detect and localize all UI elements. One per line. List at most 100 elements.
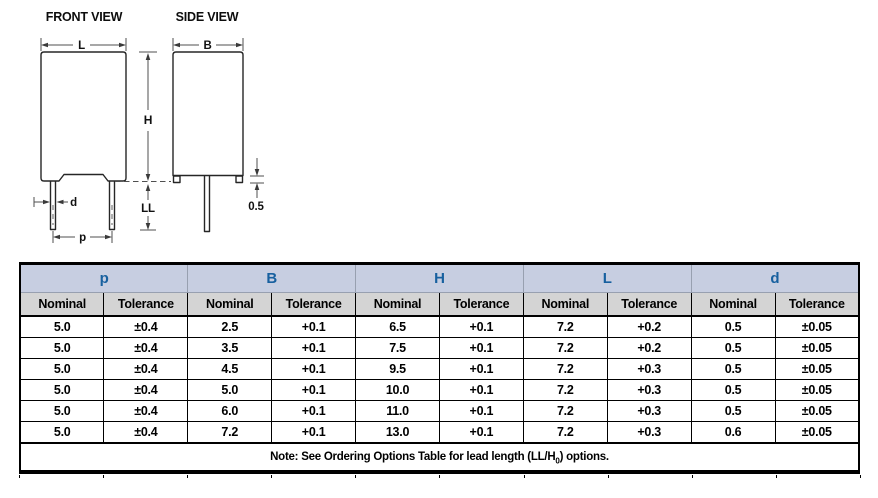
dim-label-lead-diameter: d [70, 197, 77, 209]
column-group-B: B [187, 263, 357, 293]
table-row: 5.0 ±0.4 6.0 +0.1 11.0 +0.1 7.2 +0.3 0.5… [19, 400, 860, 422]
side-view-title: SIDE VIEW [176, 10, 239, 24]
cell: 6.0 [187, 400, 273, 422]
dim-p-arrows [53, 234, 112, 240]
subheader-B-nominal: Nominal [187, 292, 273, 317]
cell: +0.1 [271, 358, 357, 380]
cell: 0.5 [690, 400, 776, 422]
cell: 5.0 [19, 379, 105, 401]
cell: ±0.4 [103, 400, 189, 422]
cell: 5.0 [19, 421, 105, 444]
front-lead-left [49, 181, 57, 231]
cell: +0.1 [438, 421, 524, 444]
side-view-body [172, 51, 244, 177]
cell: +0.1 [271, 421, 357, 444]
dim-standoff-lines [250, 158, 264, 198]
note-text-prefix: Note: See Ordering Options Table for lea… [270, 451, 556, 463]
dim-d-lines [33, 197, 68, 207]
cell: ±0.4 [103, 421, 189, 444]
cell: ±0.05 [774, 379, 860, 401]
front-view-title: FRONT VIEW [46, 10, 123, 24]
cell: ±0.4 [103, 337, 189, 359]
cell: +0.2 [606, 315, 692, 338]
cell: 6.5 [355, 315, 440, 338]
cell: ±0.4 [103, 379, 189, 401]
subheader-H-nominal: Nominal [355, 292, 440, 317]
dim-label-standoff: 0.5 [248, 201, 264, 213]
subheader-B-tolerance: Tolerance [271, 292, 357, 317]
subheader-L-tolerance: Tolerance [606, 292, 692, 317]
cell: 7.2 [522, 315, 608, 338]
cell: +0.2 [606, 337, 692, 359]
cell: +0.3 [606, 358, 692, 380]
cell: 5.0 [19, 337, 105, 359]
dim-label-pitch: p [79, 232, 86, 244]
subheader-L-nominal: Nominal [522, 292, 608, 317]
dim-B-lines [172, 38, 244, 51]
table-bottom-ticks [19, 475, 861, 478]
table-row: 5.0 ±0.4 4.5 +0.1 9.5 +0.1 7.2 +0.3 0.5 … [19, 358, 860, 380]
dim-d-arrows [43, 199, 64, 205]
side-foot-right [235, 175, 244, 184]
cell: +0.1 [438, 337, 524, 359]
dim-label-body-width: B [203, 40, 211, 52]
cell: 7.2 [522, 400, 608, 422]
cell: 7.2 [522, 337, 608, 359]
cell: ±0.05 [774, 400, 860, 422]
cell: 7.2 [522, 379, 608, 401]
cell: 0.5 [690, 358, 776, 380]
cell: 7.2 [522, 421, 608, 444]
subheader-d-nominal: Nominal [690, 292, 776, 317]
column-group-L: L [522, 263, 692, 293]
table-row: 5.0 ±0.4 2.5 +0.1 6.5 +0.1 7.2 +0.2 0.5 … [19, 315, 860, 338]
dimensions-table: p B H L d Nominal Tolerance Nominal Tole… [19, 262, 860, 474]
cell: +0.1 [438, 400, 524, 422]
subheader-p-tolerance: Tolerance [103, 292, 189, 317]
dim-label-length: L [78, 40, 85, 52]
cell: ±0.05 [774, 315, 860, 338]
cell: 0.5 [690, 337, 776, 359]
cell: +0.3 [606, 421, 692, 444]
cell: 7.2 [187, 421, 273, 444]
dim-label-height: H [144, 113, 152, 127]
note-subscript: 0 [555, 456, 560, 466]
front-view-body [40, 51, 127, 182]
cell: 4.5 [187, 358, 273, 380]
cell: 0.6 [690, 421, 776, 444]
column-group-p: p [19, 263, 189, 293]
cell: 5.0 [19, 400, 105, 422]
side-view: B 0.5 [172, 38, 265, 233]
cell: 7.5 [355, 337, 440, 359]
dim-H-lines [139, 51, 157, 174]
column-group-H: H [355, 263, 524, 293]
cell: 11.0 [355, 400, 440, 422]
cell: +0.1 [438, 379, 524, 401]
cell: ±0.4 [103, 315, 189, 338]
dim-standoff-arrows [254, 169, 260, 190]
table-row: 5.0 ±0.4 5.0 +0.1 10.0 +0.1 7.2 +0.3 0.5… [19, 379, 860, 401]
dim-L-lines [40, 38, 127, 51]
table-row: 5.0 ±0.4 7.2 +0.1 13.0 +0.1 7.2 +0.3 0.6… [19, 421, 860, 444]
cell: +0.1 [438, 358, 524, 380]
cell: +0.1 [438, 315, 524, 338]
note-row: Note: See Ordering Options Table for lea… [19, 442, 860, 473]
side-lead [203, 176, 211, 233]
cell: +0.1 [271, 379, 357, 401]
note-text-suffix: ) options. [559, 451, 610, 463]
table-row: 5.0 ±0.4 3.5 +0.1 7.5 +0.1 7.2 +0.2 0.5 … [19, 337, 860, 359]
cell: 9.5 [355, 358, 440, 380]
cell: +0.1 [271, 337, 357, 359]
cell: 0.5 [690, 379, 776, 401]
column-group-d: d [690, 263, 860, 293]
dimension-drawing: FRONT VIEW SIDE VIEW L H LL d [33, 10, 265, 244]
cell: 2.5 [187, 315, 273, 338]
cell: +0.3 [606, 400, 692, 422]
table-note: Note: See Ordering Options Table for lea… [19, 442, 860, 473]
cell: 13.0 [355, 421, 440, 444]
cell: ±0.05 [774, 421, 860, 444]
cell: +0.3 [606, 379, 692, 401]
dim-label-lead-length: LL [141, 203, 155, 215]
cell: ±0.05 [774, 358, 860, 380]
cell: +0.1 [271, 315, 357, 338]
